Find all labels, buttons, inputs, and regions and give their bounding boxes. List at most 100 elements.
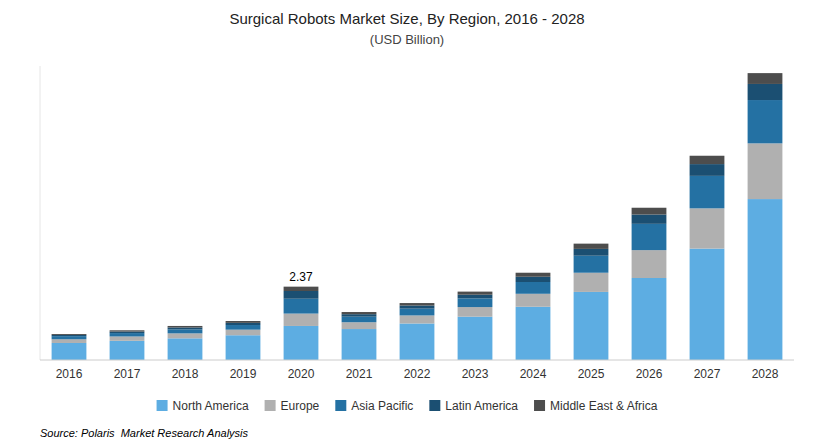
chart: Surgical Robots Market Size, By Region, … (0, 0, 814, 447)
bar-segment (574, 256, 609, 273)
bar-segment (110, 330, 145, 331)
legend-swatch (157, 400, 168, 411)
bar-segment (574, 249, 609, 256)
bar-segment (690, 208, 725, 248)
x-tick-label: 2016 (56, 367, 83, 381)
bar-segment (52, 336, 87, 339)
bar-segment (284, 299, 319, 314)
bar-segment (400, 303, 435, 305)
bar-segment (400, 315, 435, 323)
bar-segment (110, 333, 145, 336)
bar-segment (748, 84, 783, 100)
x-tick-label: 2021 (346, 367, 373, 381)
legend-swatch (534, 400, 545, 411)
bar-segment (52, 339, 87, 343)
bar-segment (52, 343, 87, 360)
bar-segment (516, 277, 551, 282)
bar-segment (342, 312, 377, 314)
x-tick-label: 2026 (636, 367, 663, 381)
bar-segment (284, 291, 319, 299)
legend-label: Middle East & Africa (550, 399, 658, 413)
bar-segment (110, 336, 145, 340)
bar-segment (110, 341, 145, 360)
x-tick-label: 2023 (462, 367, 489, 381)
bar-segment (458, 292, 493, 295)
bar-segment (284, 314, 319, 326)
legend-swatch (335, 400, 346, 411)
legend-label: Europe (281, 399, 320, 413)
bar-segment (690, 156, 725, 164)
bar-segment (458, 298, 493, 307)
bar-segment (52, 335, 87, 336)
bar-segment (458, 307, 493, 317)
bar-segment (52, 334, 87, 336)
bar-segment (342, 317, 377, 323)
title: Surgical Robots Market Size, By Region, … (229, 10, 584, 27)
bar-segment (690, 249, 725, 360)
legend-item: North America (157, 399, 249, 413)
bar-segment (632, 278, 667, 360)
bar-segment (226, 335, 261, 360)
bar-segment (226, 321, 261, 323)
bar-segment (516, 294, 551, 307)
legend-label: Latin America (445, 399, 518, 413)
legend-swatch (265, 400, 276, 411)
x-tick-label: 2024 (520, 367, 547, 381)
bar-segment (516, 273, 551, 277)
bar-segment (516, 307, 551, 360)
bar-segment (458, 317, 493, 360)
bar-segment (168, 338, 203, 360)
bar-segment (284, 326, 319, 360)
bar-segment (400, 309, 435, 316)
bar-segment (342, 314, 377, 316)
bar-segment (168, 333, 203, 338)
x-axis-line (40, 360, 794, 361)
legend-swatch (429, 400, 440, 411)
legend-item: Europe (265, 399, 320, 413)
bar-segment (168, 328, 203, 330)
bar-segment (168, 329, 203, 333)
bar-segment (748, 100, 783, 143)
bar-segment (690, 176, 725, 208)
bar-segment (458, 295, 493, 299)
x-tick-label: 2027 (694, 367, 721, 381)
bar-segment (226, 323, 261, 325)
bar-segment (400, 306, 435, 309)
bar-segment (226, 330, 261, 336)
bar-segment (748, 143, 783, 199)
bar-segment (168, 326, 203, 328)
bar-segment (632, 208, 667, 215)
legend-label: Asia Pacific (351, 399, 413, 413)
y-axis-line (40, 66, 41, 360)
legend: North America Europe Asia Pacific Latin Ame… (157, 399, 658, 413)
bar-segment (516, 282, 551, 294)
x-tick-label: 2022 (404, 367, 431, 381)
bar-segment (632, 250, 667, 278)
bars (52, 73, 783, 360)
bar-segment (574, 273, 609, 292)
x-tick-label: 2020 (288, 367, 315, 381)
legend-label: North America (173, 399, 249, 413)
x-tick-label: 2025 (578, 367, 605, 381)
bar-segment (632, 224, 667, 250)
bar-segment (574, 244, 609, 249)
x-tick-label: 2019 (230, 367, 257, 381)
subtitle: (USD Billion) (370, 32, 444, 47)
legend-item: Middle East & Africa (534, 399, 658, 413)
bar-segment (284, 287, 319, 291)
bar-segment (690, 164, 725, 176)
bar-segment (342, 322, 377, 329)
annotation: 2.37 (289, 270, 313, 284)
bar-segment (226, 325, 261, 330)
legend-item: Asia Pacific (335, 399, 413, 413)
legend-item: Latin America (429, 399, 518, 413)
bar-segment (342, 329, 377, 360)
source: Source: Polaris Market Research Analysis (40, 427, 249, 439)
bar-segment (400, 323, 435, 360)
bar-segment (748, 199, 783, 360)
bar-segment (632, 215, 667, 224)
x-tick-label: 2028 (752, 367, 779, 381)
bar-segment (110, 332, 145, 334)
bar-segment (748, 73, 783, 84)
bar-segment (574, 292, 609, 360)
